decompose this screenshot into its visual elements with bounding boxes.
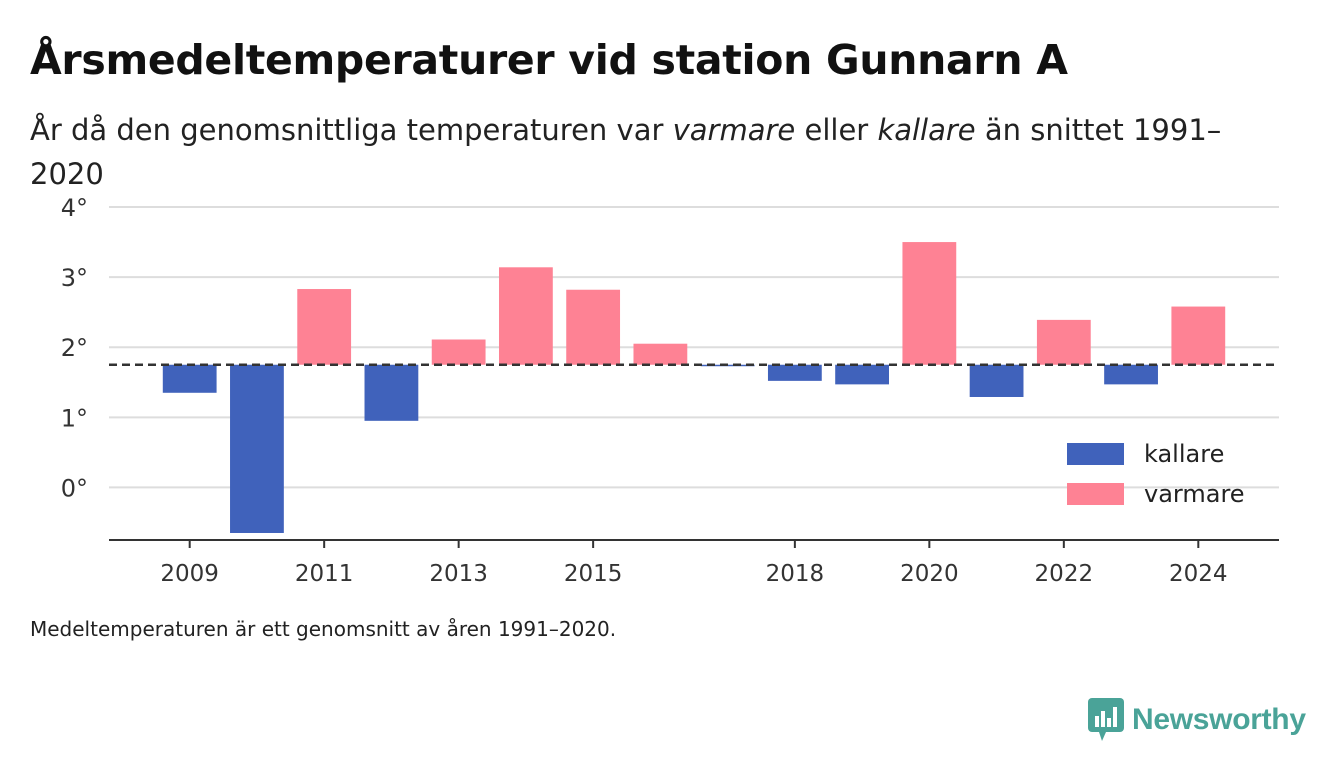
- x-axis: 2009 2011 2013 2015 2018 2020 2022 2024: [109, 539, 1279, 587]
- brand-name: Newsworthy: [1132, 703, 1306, 736]
- bar-varmare-2024[interactable]: [1171, 306, 1226, 365]
- bar-varmare-2015[interactable]: [566, 289, 621, 365]
- legend-swatch-varmare: [1067, 483, 1124, 505]
- bar-varmare-2020[interactable]: [902, 242, 957, 365]
- subtitle-part3: än snittet 1991–2020: [30, 113, 1222, 191]
- bar-kallare-2009[interactable]: [162, 364, 217, 393]
- x-tick-label: 2018: [766, 561, 825, 587]
- x-tick-label: 2013: [429, 561, 488, 587]
- bar-varmare-2011[interactable]: [297, 289, 352, 365]
- y-axis-labels: 0° 1° 2° 3° 4°: [61, 194, 88, 502]
- footnote: Medeltemperaturen är ett genomsnitt av å…: [30, 617, 617, 641]
- chart-title: Årsmedeltemperaturer vid station Gunnarn…: [30, 36, 1068, 84]
- y-tick-label: 1°: [61, 404, 88, 432]
- y-tick-label: 3°: [61, 264, 88, 292]
- bar-kallare-2018[interactable]: [767, 364, 822, 381]
- x-tick-label: 2024: [1169, 561, 1228, 587]
- bar-kallare-2019[interactable]: [835, 364, 889, 385]
- subtitle-warm-word: varmare: [672, 113, 796, 147]
- bar-varmare-2013[interactable]: [431, 339, 486, 365]
- bars: [162, 242, 1226, 533]
- bar-varmare-2016[interactable]: [633, 343, 688, 365]
- bar-kallare-2010[interactable]: [230, 364, 284, 533]
- bar-kallare-2012[interactable]: [364, 364, 419, 421]
- legend-label-varmare: varmare: [1144, 480, 1245, 508]
- brand-logo[interactable]: Newsworthy: [1088, 698, 1306, 742]
- newsworthy-chart-icon: [1088, 698, 1124, 741]
- x-tick-label: 2020: [900, 561, 959, 587]
- bar-kallare-2023[interactable]: [1104, 364, 1158, 385]
- y-tick-label: 0°: [61, 474, 88, 502]
- legend-label-kallare: kallare: [1144, 440, 1224, 468]
- y-tick-label: 2°: [61, 334, 88, 362]
- bar-chart: 0°1°2°3°4° 2009 2011 2013 2015 2018 2020 2022 2…: [61, 194, 1279, 587]
- y-tick-label: 4°: [61, 194, 88, 222]
- bar-kallare-2021[interactable]: [969, 364, 1024, 397]
- subtitle-part1: År då den genomsnittliga temperaturen va…: [30, 113, 673, 147]
- x-tick-label: 2009: [160, 561, 219, 587]
- x-tick-label: 2011: [295, 561, 354, 587]
- subtitle-cold-word: kallare: [877, 113, 976, 147]
- chart-subtitle: År då den genomsnittliga temperaturen va…: [30, 108, 1250, 196]
- x-tick-label: 2022: [1035, 561, 1094, 587]
- bar-varmare-2014[interactable]: [499, 267, 553, 365]
- x-tick-label: 2015: [564, 561, 623, 587]
- legend-swatch-kallare: [1067, 443, 1124, 465]
- bar-varmare-2022[interactable]: [1036, 319, 1091, 365]
- legend: kallare varmare: [1067, 440, 1245, 508]
- subtitle-part2: eller: [795, 113, 878, 147]
